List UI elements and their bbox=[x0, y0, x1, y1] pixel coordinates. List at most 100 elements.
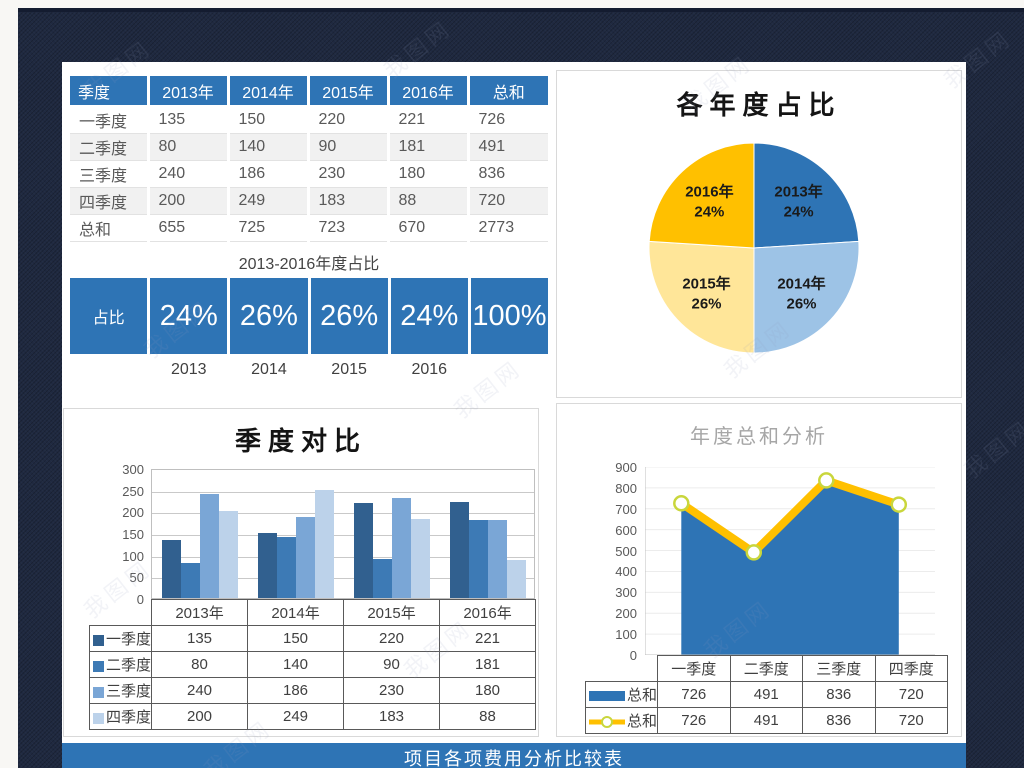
summary-header-row: 季度 2013年 2014年 2015年 2016年 总和 bbox=[70, 76, 548, 106]
table-cell: 88 bbox=[386, 187, 468, 215]
table-cell: 183 bbox=[306, 187, 388, 215]
area-fill bbox=[681, 480, 899, 655]
content-canvas: 季度 2013年 2014年 2015年 2016年 总和 一季度 135 150 220 221 7… bbox=[62, 62, 966, 768]
bar bbox=[373, 559, 392, 598]
table-cell: 135 bbox=[146, 105, 228, 134]
table-cell: 90 bbox=[343, 651, 441, 678]
table-cell: 90 bbox=[306, 133, 388, 161]
legend-swatch-icon bbox=[93, 712, 104, 724]
bar bbox=[219, 511, 238, 598]
table-cell: 2773 bbox=[466, 214, 548, 242]
bar bbox=[507, 559, 526, 598]
legend-swatch-icon bbox=[93, 660, 104, 672]
pie-slice-label: 2013年 24% bbox=[774, 183, 822, 221]
table-cell: 836 bbox=[802, 681, 876, 708]
ratio-year-label: 2016 bbox=[411, 361, 448, 378]
y-tick-label: 500 bbox=[615, 543, 637, 559]
area-chart-title: 年度总和分析 bbox=[690, 426, 828, 448]
footer-banner: 项目各项费用分析比较表 bbox=[62, 743, 966, 768]
table-cell: 240 bbox=[146, 160, 228, 188]
legend-line-icon bbox=[589, 716, 625, 729]
summary-header-cell: 2016年 bbox=[386, 76, 468, 106]
table-cell: 80 bbox=[151, 651, 249, 678]
summary-header-cell: 2015年 bbox=[306, 76, 388, 106]
ratio-cells: 占比 24% 26% 26% 24% 100% bbox=[70, 278, 549, 354]
ratio-value-cell: 26% bbox=[230, 278, 308, 354]
pie-slice bbox=[753, 142, 860, 249]
table-cell: 491 bbox=[729, 707, 804, 734]
y-tick-label: 800 bbox=[615, 480, 637, 496]
table-cell: 150 bbox=[247, 625, 345, 652]
pie-slice bbox=[753, 240, 860, 354]
legend-swatch-icon bbox=[93, 634, 104, 646]
table-cell: 180 bbox=[439, 677, 537, 704]
ratio-row-label: 占比 bbox=[70, 278, 148, 354]
watermark: 我图网 bbox=[959, 415, 1024, 484]
y-tick-label: 300 bbox=[615, 585, 637, 601]
table-cell: 240 bbox=[151, 677, 249, 704]
summary-table: 季度 2013年 2014年 2015年 2016年 总和 一季度 135 150 220 221 7… bbox=[70, 76, 548, 242]
chart-table-header-cell: 二季度 bbox=[729, 655, 804, 682]
summary-table-row: 三季度 240 186 230 180 836 bbox=[70, 160, 548, 188]
bar-chart-panel: 季度对比 0 50 100 150 200 250 300 2013年 2014年 2015年 2… bbox=[63, 408, 539, 737]
bar bbox=[354, 502, 373, 598]
legend-area-icon bbox=[589, 691, 625, 702]
pie-slice bbox=[648, 142, 755, 249]
data-point-marker bbox=[745, 544, 763, 561]
chart-table-row: 三季度 240 186 230 180 bbox=[88, 677, 537, 704]
legend-cell: 四季度 bbox=[88, 703, 153, 730]
gridline bbox=[152, 578, 534, 580]
table-cell: 491 bbox=[466, 133, 548, 161]
table-cell: 249 bbox=[247, 703, 345, 730]
table-cell: 491 bbox=[729, 681, 804, 708]
summary-header-cell: 季度 bbox=[70, 76, 148, 106]
table-cell: 181 bbox=[439, 651, 537, 678]
ratio-year-label: 2015 bbox=[331, 361, 367, 378]
bar bbox=[469, 519, 488, 598]
gridline bbox=[152, 556, 534, 558]
summary-header-cell: 2013年 bbox=[146, 76, 228, 106]
bar bbox=[315, 490, 334, 598]
summary-table-row: 二季度 80 140 90 181 491 bbox=[70, 133, 548, 161]
bar bbox=[411, 518, 430, 598]
chart-table-header-row: 2013年 2014年 2015年 2016年 bbox=[90, 599, 537, 626]
blank-cell bbox=[90, 600, 152, 626]
legend-label: 三季度 bbox=[106, 683, 152, 700]
pie-slice bbox=[648, 240, 755, 354]
chart-table-row: 总和 726 491 836 720 bbox=[584, 707, 949, 734]
table-cell: 720 bbox=[466, 187, 548, 215]
chart-table-header-cell: 2015年 bbox=[343, 599, 441, 626]
chart-table-row: 四季度 200 249 183 88 bbox=[88, 703, 537, 730]
table-cell: 220 bbox=[306, 105, 388, 134]
chart-table-header-cell: 一季度 bbox=[657, 655, 731, 682]
bar bbox=[277, 537, 296, 598]
table-cell: 249 bbox=[226, 187, 308, 215]
summary-table-row: 四季度 200 249 183 88 720 bbox=[70, 187, 548, 215]
table-cell: 720 bbox=[874, 707, 949, 734]
table-cell: 720 bbox=[874, 681, 949, 708]
chart-table-row: 总和 726 491 836 720 bbox=[584, 681, 949, 708]
bar bbox=[450, 502, 469, 598]
ratio-value-cell: 24% bbox=[390, 278, 468, 354]
row-label: 一季度 bbox=[70, 105, 148, 134]
table-cell: 181 bbox=[386, 133, 468, 161]
chart-table-header-row: 一季度 二季度 三季度 四季度 bbox=[586, 655, 949, 682]
y-tick-label: 150 bbox=[122, 527, 144, 542]
y-tick-label: 250 bbox=[122, 483, 144, 499]
bar bbox=[258, 533, 277, 598]
chart-table-row: 二季度 80 140 90 181 bbox=[88, 651, 537, 678]
summary-header-cell: 2014年 bbox=[226, 76, 308, 106]
table-cell: 230 bbox=[343, 677, 441, 704]
table-cell: 726 bbox=[466, 105, 548, 134]
chart-table-header-cell: 四季度 bbox=[874, 655, 949, 682]
chart-table-header-cell: 2013年 bbox=[151, 599, 249, 626]
row-label: 二季度 bbox=[70, 133, 148, 161]
table-cell: 655 bbox=[146, 214, 228, 242]
pie-chart-panel: 各年度占比 2013年 24% 2014年 26% 2015年 26% 2016年 24% bbox=[556, 70, 962, 398]
summary-header-cell: 总和 bbox=[466, 76, 548, 106]
bar-chart-data-table: 2013年 2014年 2015年 2016年 一季度 135 150 220 221 二季度 80… bbox=[88, 599, 537, 730]
table-cell: 726 bbox=[657, 707, 731, 734]
table-cell: 135 bbox=[151, 625, 249, 652]
area-line bbox=[677, 476, 903, 557]
gridline bbox=[152, 491, 534, 493]
